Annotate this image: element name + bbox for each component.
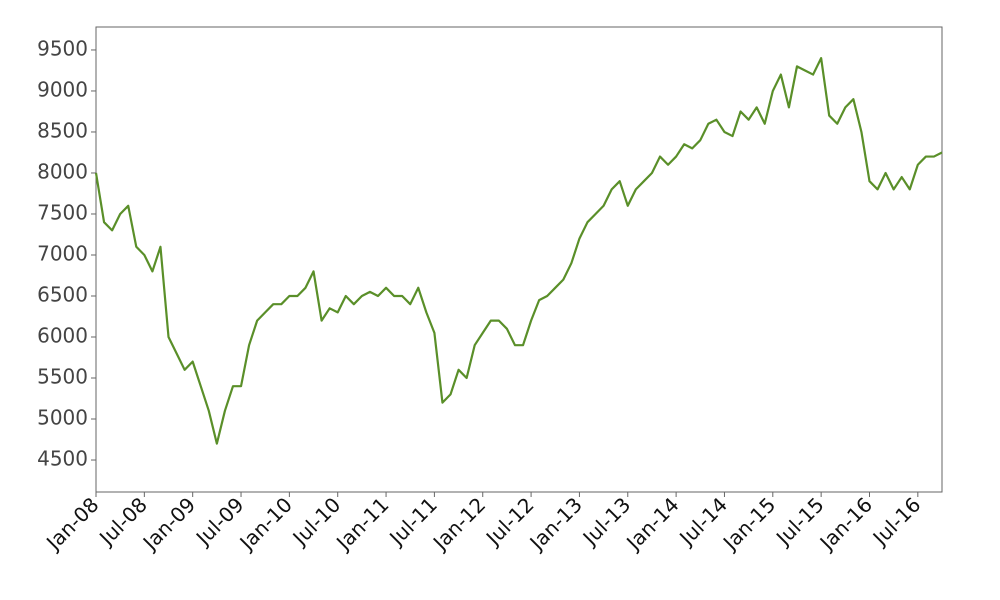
y-tick-label: 8500 bbox=[37, 118, 88, 142]
x-tick-label: Jan-12 bbox=[427, 493, 490, 556]
y-tick-label: 7000 bbox=[37, 241, 88, 265]
y-tick-label: 4500 bbox=[37, 447, 88, 471]
x-tick-label: Jan-14 bbox=[620, 493, 683, 556]
y-tick-label: 9500 bbox=[37, 36, 88, 60]
y-tick-label: 5000 bbox=[37, 406, 88, 430]
y-tick-label: 8000 bbox=[37, 159, 88, 183]
x-tick-label: Jan-08 bbox=[40, 493, 103, 556]
plot-frame bbox=[95, 26, 943, 493]
y-tick-label: 6000 bbox=[37, 324, 88, 348]
x-tick-label: Jan-10 bbox=[234, 493, 297, 556]
x-tick-label: Jan-13 bbox=[524, 493, 587, 556]
line-series bbox=[94, 57, 943, 445]
y-tick-label: 9000 bbox=[37, 77, 88, 101]
y-tick-label: 7500 bbox=[37, 200, 88, 224]
x-tick-label: Jul-16 bbox=[867, 493, 926, 552]
y-tick-label: 6500 bbox=[37, 282, 88, 306]
x-tick-label: Jan-09 bbox=[137, 493, 200, 556]
x-tick-label: Jan-11 bbox=[330, 493, 393, 556]
x-tick-label: Jan-16 bbox=[814, 493, 877, 556]
y-tick-label: 5500 bbox=[37, 365, 88, 389]
x-tick-label: Jan-15 bbox=[717, 493, 780, 556]
